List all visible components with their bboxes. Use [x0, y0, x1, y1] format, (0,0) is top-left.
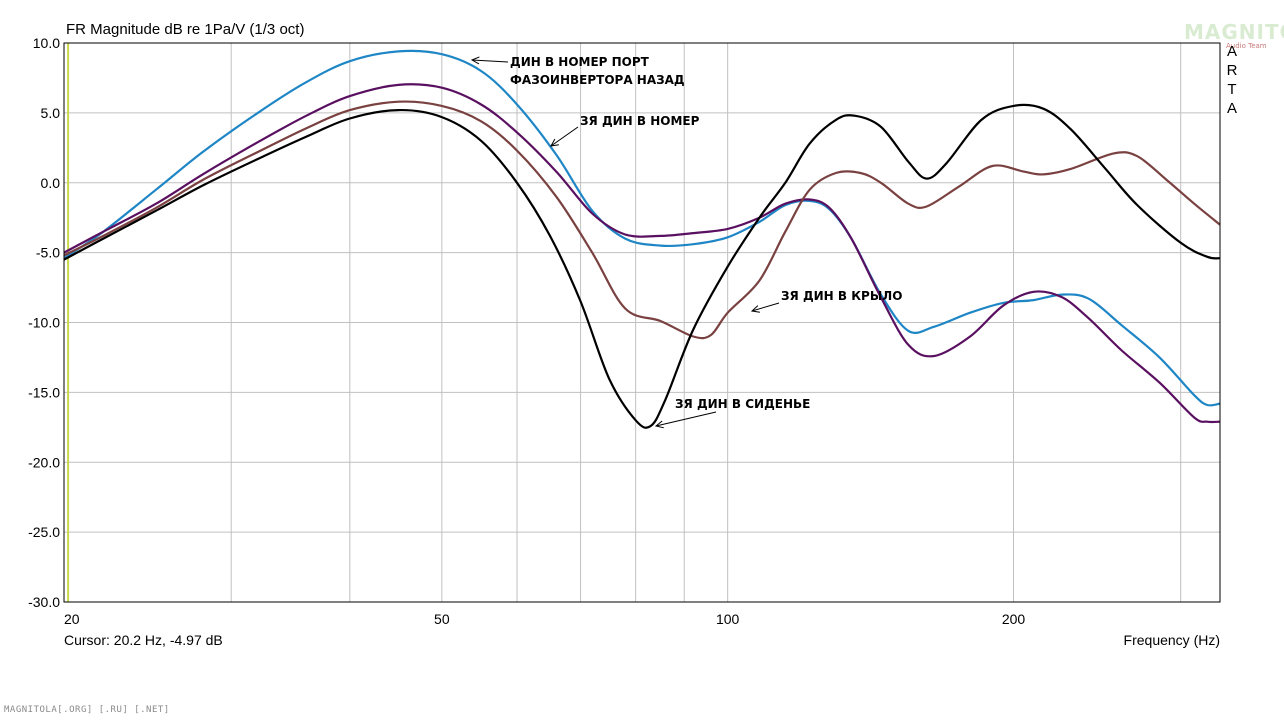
- y-tick-label: -20.0: [28, 454, 60, 470]
- annotation-label: ЗЯ ДИН В КРЫЛО: [781, 289, 902, 303]
- y-tick-label: 0.0: [41, 175, 61, 191]
- y-tick-label: -25.0: [28, 524, 60, 540]
- y-tick-label: 10.0: [33, 35, 60, 51]
- annotation-label: ЗЯ ДИН В СИДЕНЬЕ: [675, 397, 810, 411]
- plot-border: [63, 42, 1221, 603]
- x-axis-label: Frequency (Hz): [1123, 632, 1220, 648]
- y-tick-label: -15.0: [28, 384, 60, 400]
- plot-title: FR Magnitude dB re 1Pa/V (1/3 oct): [66, 21, 305, 38]
- annotation-label: ЗЯ ДИН В НОМЕР: [580, 114, 700, 128]
- annotation-arrow: [550, 126, 579, 147]
- y-tick-label: 5.0: [41, 105, 61, 121]
- watermark-subtitle: Audio Team: [1226, 42, 1267, 50]
- series-lines: [63, 49, 1221, 429]
- series-line-4: [63, 103, 1221, 429]
- annotation-arrowhead: [470, 56, 480, 65]
- y-tick-label: -30.0: [28, 594, 60, 610]
- watermark-logo: MAGNITOLA: [1184, 20, 1284, 44]
- annotation-arrow: [655, 411, 717, 427]
- arta-letter: T: [1227, 81, 1237, 98]
- cursor-readout: Cursor: 20.2 Hz, -4.97 dB: [64, 632, 223, 648]
- series-line-1: [63, 49, 1221, 407]
- y-tick-labels: 10.0 5.0 0.0 -5.0 -10.0 -15.0 -20.0 -25.0 -30.0: [28, 35, 60, 610]
- annotation-arrowhead: [654, 420, 664, 429]
- x-tick-label: 200: [1002, 611, 1026, 627]
- x-tick-labels: 20 50 100 200: [64, 611, 1025, 627]
- annotation-label: ФАЗОИНВЕРТОРА НАЗАД: [510, 73, 685, 87]
- annotation-arrow: [751, 302, 780, 312]
- arta-letter: A: [1226, 43, 1237, 60]
- annotation-arrowhead: [750, 305, 760, 313]
- arta-side-label: A R T A: [1225, 42, 1239, 118]
- arta-letter: R: [1226, 62, 1238, 79]
- series-line-3: [63, 100, 1221, 340]
- plot-frame: [63, 42, 1221, 603]
- x-tick-label: 20: [64, 611, 80, 627]
- annotation-label: ДИН В НОМЕР ПОРТ: [510, 55, 650, 69]
- annotations: ДИН В НОМЕР ПОРТ ФАЗОИНВЕРТОРА НАЗАД ЗЯ ДИ…: [470, 55, 902, 429]
- annotation-arrow: [471, 59, 509, 63]
- x-tick-label: 50: [434, 611, 450, 627]
- x-tick-label: 100: [716, 611, 740, 627]
- series-line-2: [63, 83, 1221, 424]
- annotation-arrowhead: [550, 138, 559, 147]
- y-tick-label: -10.0: [28, 315, 60, 331]
- footer-watermark: MAGNITOLA[.ORG] [.RU] [.NET]: [4, 705, 170, 715]
- y-tick-label: -5.0: [36, 245, 60, 261]
- grid: [63, 42, 1220, 603]
- arta-letter: A: [1226, 100, 1237, 117]
